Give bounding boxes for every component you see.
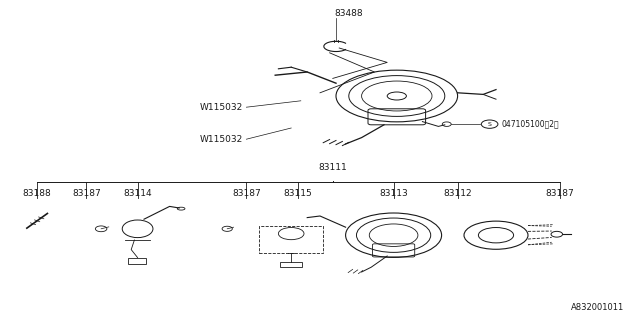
Text: 83114: 83114	[124, 189, 152, 198]
Text: 83112: 83112	[444, 189, 472, 198]
Text: 83113: 83113	[380, 189, 408, 198]
Text: A832001011: A832001011	[571, 303, 624, 312]
Text: 83111: 83111	[319, 164, 347, 172]
Text: W115032: W115032	[200, 135, 243, 144]
Text: 83115: 83115	[284, 189, 312, 198]
Text: 83187: 83187	[546, 189, 574, 198]
Text: S: S	[488, 122, 492, 127]
Text: 83488: 83488	[335, 9, 363, 18]
Text: 83188: 83188	[23, 189, 51, 198]
Text: 83187: 83187	[232, 189, 260, 198]
Text: W115032: W115032	[200, 103, 243, 112]
Text: 83187: 83187	[72, 189, 100, 198]
Text: 047105100（2）: 047105100（2）	[501, 120, 559, 129]
